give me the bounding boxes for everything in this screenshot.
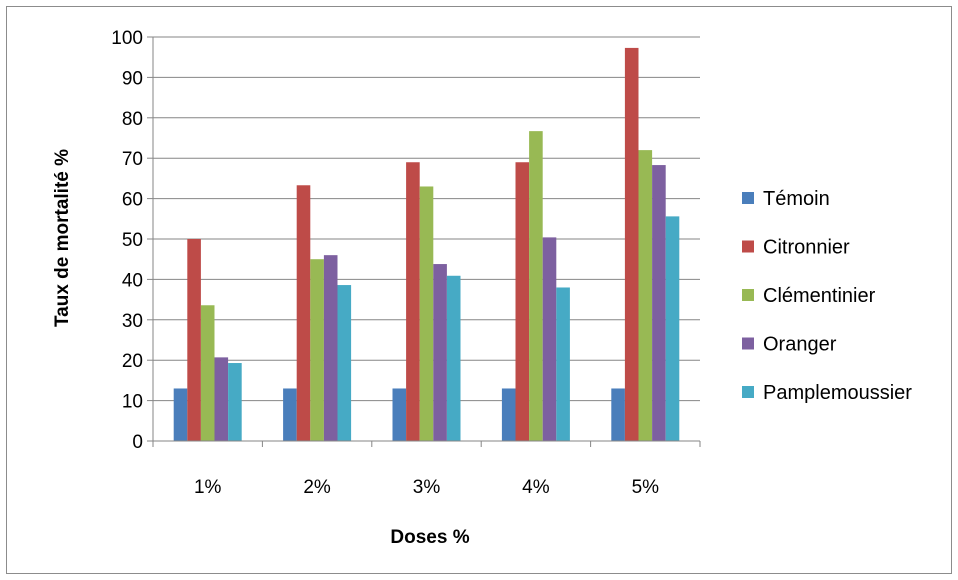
bars (173, 47, 680, 442)
legend-label: Témoin (763, 188, 830, 210)
x-axis-ticks: 1% 2% 3% 4% 5% (152, 441, 701, 498)
bar (638, 150, 653, 441)
bar (542, 237, 557, 441)
bar (323, 255, 338, 441)
bar (296, 185, 311, 441)
x-tick-label: 4% (522, 477, 550, 498)
bar (556, 287, 570, 441)
legend-label: Pamplemoussier (763, 382, 912, 404)
y-tick-label: 50 (122, 230, 143, 251)
bar (501, 388, 516, 441)
bar (173, 388, 188, 441)
legend-swatch (742, 240, 754, 253)
legend-label: Oranger (763, 334, 837, 356)
y-tick-label: 40 (122, 270, 143, 291)
bar (392, 388, 407, 441)
bar (433, 264, 447, 441)
bar (515, 162, 530, 442)
y-tick-label: 10 (122, 392, 143, 413)
y-tick-label: 80 (122, 109, 143, 130)
chart-frame (6, 6, 952, 574)
legend-swatch (742, 337, 754, 350)
x-tick-label: 5% (632, 477, 660, 498)
bar (665, 216, 680, 441)
y-tick-label: 20 (122, 351, 143, 372)
legend: Témoin Citronnier Clémentinier Oranger Pampl… (742, 188, 912, 404)
legend-swatch (742, 289, 754, 301)
bar (310, 259, 324, 441)
bar (406, 162, 420, 442)
y-tick-label: 0 (132, 432, 143, 453)
gridlines (153, 36, 700, 402)
y-axis-title: Taux de mortalité % (52, 149, 73, 327)
x-axis-title: Doses % (390, 527, 469, 548)
bar (200, 305, 215, 441)
legend-swatch (742, 386, 754, 398)
bar (337, 285, 352, 441)
x-tick-label: 1% (194, 477, 222, 498)
bar (419, 186, 434, 441)
legend-label: Clémentinier (763, 285, 876, 307)
bar (529, 131, 543, 441)
x-tick-label: 3% (413, 477, 441, 498)
y-tick-label: 100 (111, 28, 143, 49)
bar (624, 47, 639, 442)
y-axis-ticks: 0 10 20 30 40 50 60 70 80 90 100 (111, 28, 153, 453)
bar (611, 388, 625, 441)
legend-swatch (742, 192, 754, 204)
y-tick-label: 70 (122, 149, 143, 170)
bar (187, 239, 201, 441)
bar (652, 165, 666, 441)
bar (228, 363, 242, 441)
bar (446, 275, 461, 441)
legend-label: Citronnier (763, 237, 850, 259)
y-tick-label: 60 (122, 190, 143, 211)
bar (283, 388, 297, 441)
bar (214, 357, 229, 441)
y-tick-label: 30 (122, 311, 143, 332)
y-tick-label: 90 (122, 68, 143, 89)
x-tick-label: 2% (303, 477, 331, 498)
